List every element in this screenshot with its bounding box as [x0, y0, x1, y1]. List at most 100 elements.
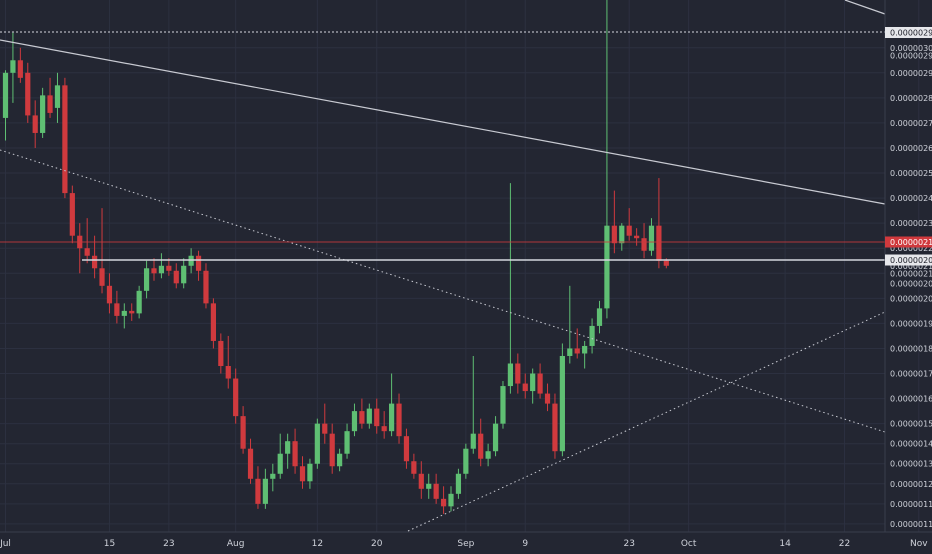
candle-bullish	[262, 468, 268, 509]
candle-bullish	[121, 303, 127, 329]
candle-bullish	[485, 443, 491, 467]
candle-bearish	[478, 418, 484, 467]
candle-body	[255, 478, 261, 504]
candle-bearish	[537, 363, 543, 399]
candle-bullish	[307, 458, 313, 489]
candle-body	[92, 255, 98, 269]
candle-body	[218, 340, 224, 367]
candle-bearish	[114, 290, 120, 324]
candle-bearish	[106, 273, 113, 314]
candle-body	[136, 290, 142, 314]
candle-body	[262, 478, 268, 504]
candle-body	[626, 225, 632, 236]
candle-bearish	[32, 100, 38, 148]
candle-body	[500, 386, 506, 424]
candle-body	[522, 383, 528, 392]
candle-body	[299, 466, 306, 482]
candle-bullish	[2, 70, 9, 141]
time-axis[interactable]: Jul 15 23 Aug 12 20 Sep 9 23 Oct 14 22 Nov	[0, 531, 932, 550]
candle-body	[25, 72, 31, 116]
candle-bearish	[634, 228, 640, 246]
candle-bullish	[40, 87, 46, 138]
support-price-tag: 0.00000206	[890, 256, 932, 265]
candle-bullish	[567, 285, 573, 364]
candle-bearish	[247, 438, 254, 484]
candle-bullish	[648, 218, 655, 256]
candle-bearish	[440, 486, 447, 514]
candle-body	[351, 411, 358, 432]
candle-body	[589, 325, 595, 346]
candle-bearish	[210, 298, 216, 349]
candle-body	[270, 473, 276, 479]
candle-body	[433, 483, 439, 499]
candle-bullish	[158, 253, 165, 279]
descending-dotted-trendline[interactable]	[0, 149, 886, 433]
candle-body	[611, 225, 617, 244]
candle-bearish	[574, 328, 580, 359]
x-tick-label: Jul	[0, 539, 11, 549]
y-tick-label: 0.00000297	[890, 51, 932, 60]
candle-bullish	[470, 355, 476, 454]
candle-bullish	[619, 223, 625, 251]
candle-body	[233, 378, 239, 417]
candle-body	[47, 95, 53, 113]
descending-resistance-trendline[interactable]	[0, 39, 886, 205]
upper-trendline-segment[interactable]	[844, 0, 886, 15]
drawings[interactable]	[0, 0, 886, 532]
candle-body	[663, 260, 669, 266]
candle-body	[515, 363, 521, 384]
candle-bearish	[403, 428, 410, 469]
candle-body	[195, 255, 202, 271]
candle-body	[507, 363, 513, 387]
y-tick-label: 0.00000206	[890, 279, 932, 288]
candle-bullish	[530, 368, 536, 404]
candle-bearish	[292, 428, 298, 474]
candle-body	[143, 268, 150, 291]
candle-bullish	[596, 300, 603, 334]
candle-bearish	[218, 333, 224, 374]
x-tick-label: 20	[371, 539, 383, 549]
candle-body	[648, 225, 655, 251]
candle-body	[307, 463, 313, 482]
candle-bearish	[359, 398, 365, 429]
ascending-dotted-trendline[interactable]	[407, 311, 886, 532]
x-tick-label: 12	[312, 539, 323, 549]
candle-body	[463, 448, 469, 474]
candle-body	[62, 85, 68, 194]
candle-body	[292, 441, 298, 467]
candle-bearish	[515, 353, 521, 394]
candle-body	[344, 431, 350, 454]
candle-bearish	[203, 263, 209, 309]
candle-body	[574, 348, 580, 354]
candle-bearish	[522, 373, 528, 399]
candle-body	[641, 238, 647, 251]
candle-bullish	[270, 463, 276, 492]
candle-body	[448, 493, 454, 507]
candle-bearish	[544, 383, 551, 412]
candle-body	[470, 433, 476, 449]
candle-bullish	[10, 32, 16, 103]
candle-body	[240, 416, 246, 449]
candle-body	[277, 453, 283, 474]
candle-body	[530, 373, 536, 392]
price-axis[interactable]: 0.000003000.000002970.000002900.00000280…	[884, 0, 932, 550]
candle-bearish	[381, 411, 387, 439]
candle-bullish	[559, 343, 565, 457]
candle-body	[559, 355, 565, 452]
x-tick-label: 23	[163, 539, 174, 549]
candle-body	[567, 348, 573, 356]
candle-bullish	[455, 468, 462, 499]
candle-bullish	[426, 473, 432, 499]
candle-body	[478, 433, 484, 459]
candle-bearish	[411, 453, 417, 479]
candle-body	[188, 255, 194, 266]
resistance-tag-bg	[885, 27, 932, 38]
